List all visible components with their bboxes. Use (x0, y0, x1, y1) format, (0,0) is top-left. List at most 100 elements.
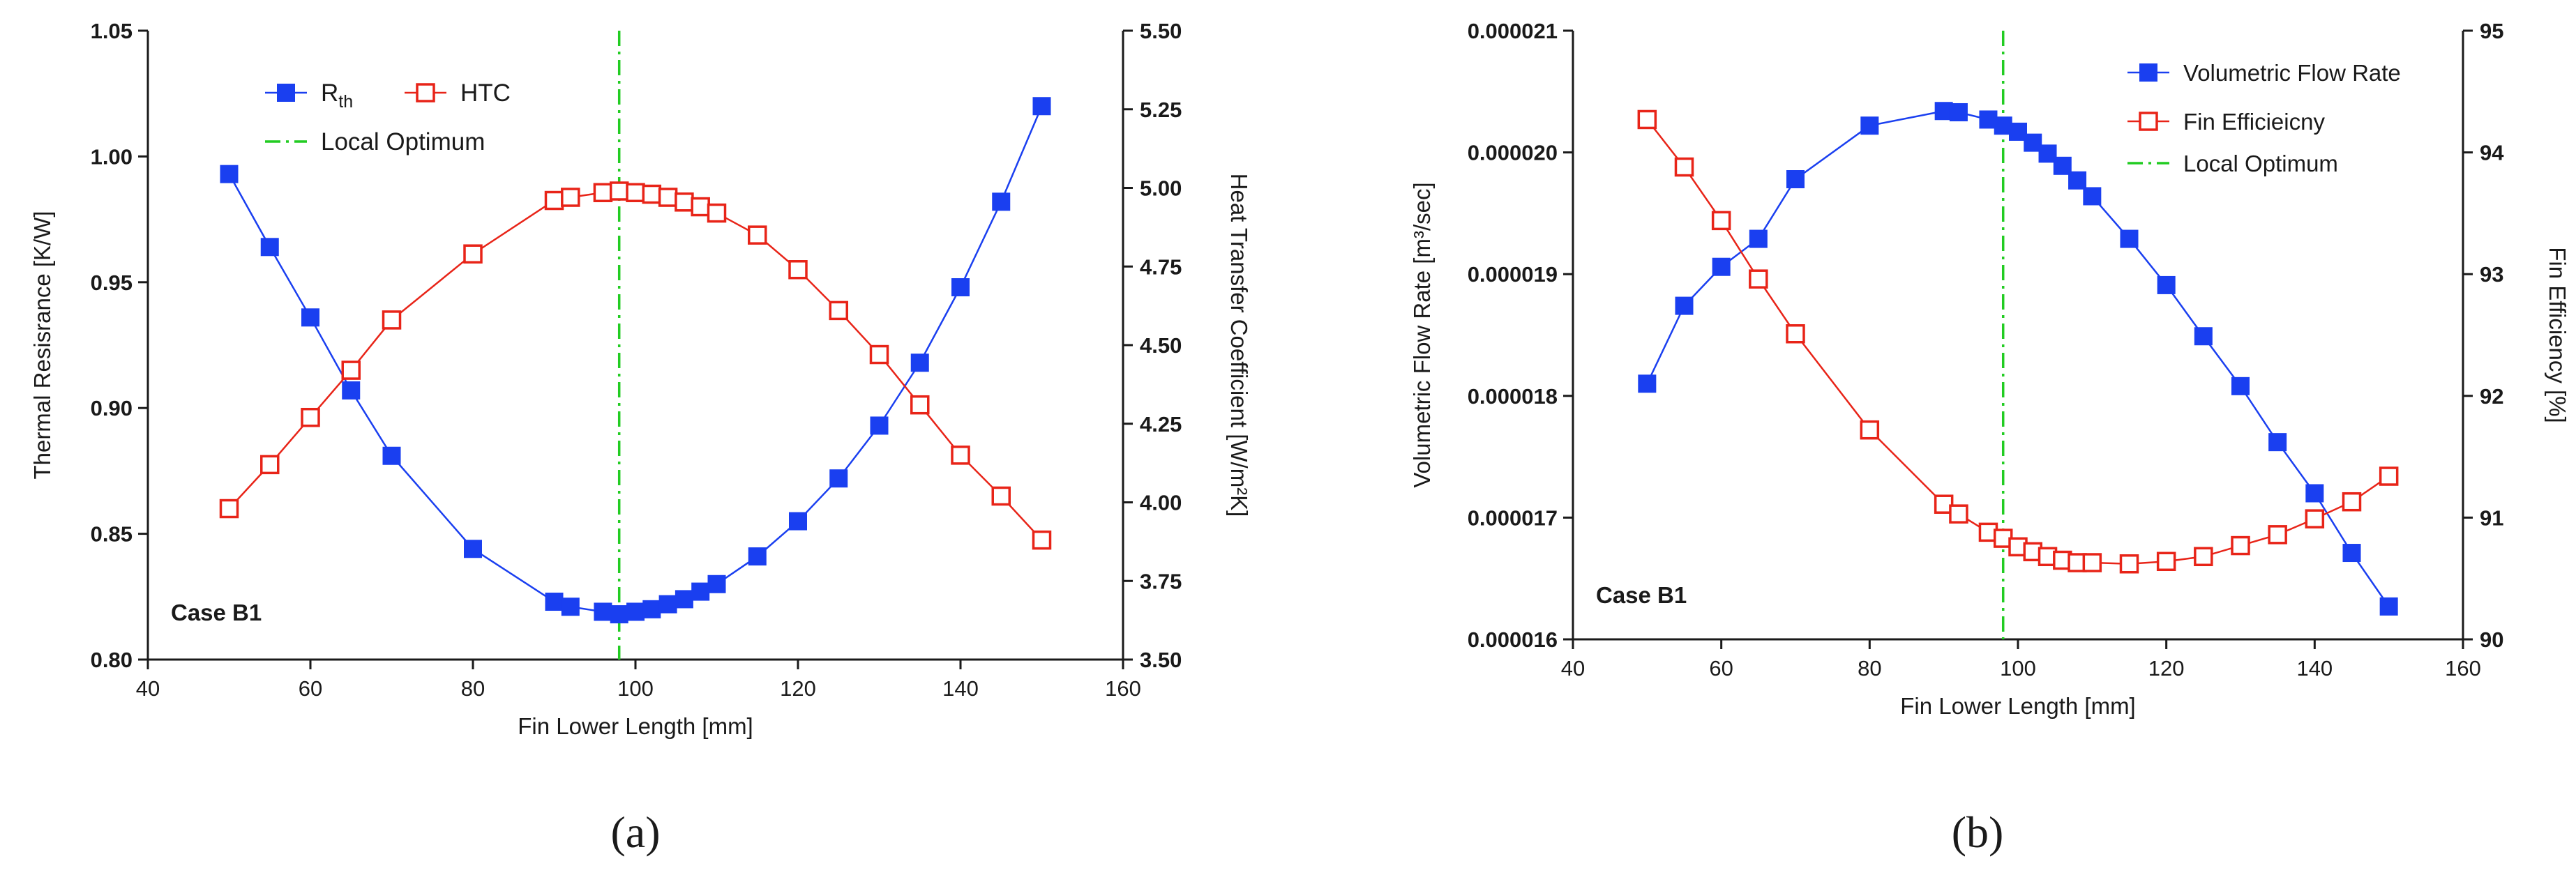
x-axis-title: Fin Lower Length [mm] (1900, 693, 2135, 719)
x-tick-label: 140 (942, 676, 979, 701)
legend-flow-label: Volumetric Flow Rate (2183, 60, 2401, 86)
chart-panel-a: 40 60 80 100 120 140 160 Fin Lower Length [mm] 0… (29, 19, 1252, 857)
data-point-filled (626, 602, 645, 621)
data-point-open (609, 181, 629, 201)
y-tick-label: 0.000018 (1468, 384, 1558, 409)
data-point-filled (2157, 275, 2176, 294)
data-point-open (2156, 551, 2176, 572)
data-point-filled (691, 582, 710, 601)
y-tick-label: 1.00 (91, 144, 133, 169)
legend-flow-marker (2139, 63, 2157, 82)
data-point-filled (658, 595, 677, 614)
data-point-open (2305, 509, 2325, 528)
y2-tick-label: 4.75 (1140, 254, 1182, 279)
data-point-filled (2342, 544, 2361, 563)
y2-tick-label: 5.00 (1140, 176, 1182, 201)
data-point-open (544, 190, 564, 211)
data-point-open (593, 183, 613, 203)
data-point-filled (594, 602, 612, 621)
data-point-open (341, 360, 361, 380)
y-tick-label: 0.80 (91, 648, 133, 672)
data-point-filled (992, 192, 1011, 211)
data-point-filled (789, 512, 807, 531)
y-tick-label: 0.000020 (1468, 141, 1558, 165)
data-point-filled (545, 593, 564, 611)
data-point-filled (2305, 484, 2324, 503)
x-tick-label: 100 (2000, 656, 2036, 680)
data-point-filled (1638, 374, 1657, 393)
data-point-filled (2194, 327, 2213, 346)
x-tick-label: 120 (2148, 656, 2185, 680)
data-point-filled (748, 547, 767, 566)
data-point-open (991, 486, 1011, 506)
data-point-filled (1749, 229, 1768, 248)
y2-tick-label: 90 (2480, 627, 2503, 652)
data-point-open (2231, 535, 2250, 556)
y-tick-label: 0.95 (91, 271, 133, 295)
data-point-filled (301, 308, 319, 327)
data-point-open (219, 499, 239, 519)
y-tick-label: 0.85 (91, 522, 133, 547)
data-point-filled (1675, 296, 1694, 315)
data-point-filled (2083, 187, 2102, 206)
y2-tick-label: 94 (2480, 141, 2504, 165)
x-tick-label: 160 (1105, 676, 1141, 701)
data-point-open (642, 184, 662, 204)
data-point-open (658, 188, 678, 207)
y-axis-title: Volumetric Flow Rate [m³/sec] (1409, 182, 1435, 487)
y2-axis-title: Fin Efficiency [%] (2545, 247, 2570, 423)
y2-tick-label: 95 (2480, 19, 2503, 43)
legend-efficiency-label: Fin Efficieicny (2183, 109, 2325, 135)
data-point-open (788, 260, 808, 280)
data-point-open (382, 310, 402, 330)
chart-panel-b: 40 60 80 100 120 140 160 Fin Lower Length [mm] 0… (1409, 19, 2570, 857)
data-point-filled (561, 598, 580, 616)
data-point-filled (1712, 257, 1731, 276)
data-point-open (1674, 157, 1694, 177)
case-annotation: Case B1 (171, 600, 262, 625)
data-point-open (1637, 109, 1657, 130)
y2-tick-label: 4.50 (1140, 333, 1182, 358)
data-point-filled (2120, 229, 2139, 248)
y2-tick-label: 5.50 (1140, 19, 1182, 43)
x-tick-label: 80 (461, 676, 485, 701)
legend-htc-marker (416, 83, 435, 102)
data-point-filled (1032, 97, 1051, 116)
legend-rth-label: Rth (321, 79, 353, 112)
data-point-filled (707, 575, 726, 593)
data-point-open (1786, 324, 1805, 344)
x-tick-label: 60 (1709, 656, 1733, 680)
legend-efficiency-marker (2139, 112, 2158, 131)
panel-caption: (b) (1952, 807, 2004, 857)
data-point-filled (951, 278, 970, 297)
data-point-open (869, 344, 889, 365)
data-point-filled (642, 600, 661, 618)
case-annotation: Case B1 (1596, 582, 1687, 608)
data-point-filled (260, 238, 279, 257)
data-point-open (2268, 525, 2287, 545)
x-tick-label: 40 (136, 676, 160, 701)
y2-tick-label: 4.25 (1140, 412, 1182, 436)
data-point-filled (870, 416, 889, 435)
data-point-open (2119, 554, 2139, 574)
x-tick-label: 120 (780, 676, 816, 701)
legend-optimum-label: Local Optimum (2183, 151, 2338, 176)
y-tick-label: 0.000019 (1468, 262, 1558, 287)
data-point-open (748, 225, 767, 245)
data-point-open (1749, 269, 1768, 289)
data-point-open (1949, 504, 1968, 524)
data-point-filled (610, 605, 628, 624)
data-point-open (829, 300, 848, 321)
data-point-open (260, 455, 280, 475)
data-point-open (2342, 492, 2362, 512)
data-point-filled (382, 446, 401, 465)
panel-caption: (a) (610, 807, 660, 857)
y-tick-label: 0.000021 (1468, 19, 1558, 43)
data-point-filled (2068, 171, 2087, 190)
data-point-filled (1949, 102, 1968, 121)
data-point-open (463, 244, 483, 264)
data-point-open (1860, 420, 1880, 440)
data-point-filled (1860, 116, 1879, 135)
